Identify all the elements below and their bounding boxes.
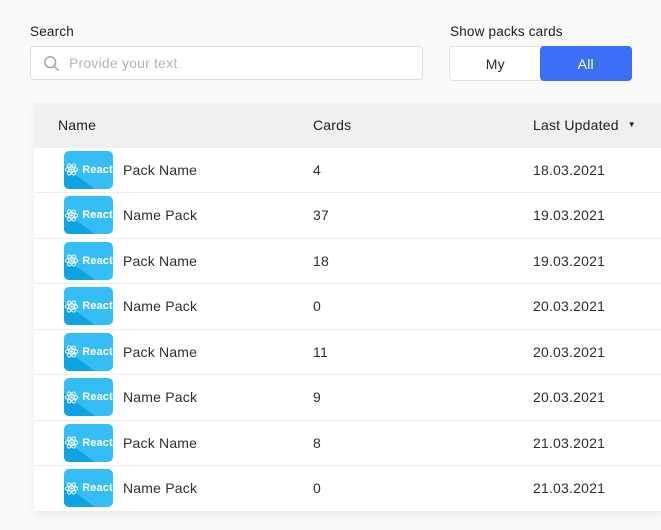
react-logo-icon xyxy=(65,254,79,267)
column-header-name: Name xyxy=(58,117,97,134)
last-updated-value: 21.03.2021 xyxy=(533,434,606,451)
react-logo-icon xyxy=(65,345,79,358)
table-body: React Pack Name 4 18.03.2021 React Name … xyxy=(34,147,661,512)
pack-name-cell: React Name Pack xyxy=(34,287,313,326)
cards-count: 0 xyxy=(313,298,321,315)
table-row[interactable]: React Pack Name 4 18.03.2021 xyxy=(34,147,661,193)
react-pack-badge: React xyxy=(64,332,113,371)
search-field-container xyxy=(30,46,423,80)
cards-count: 8 xyxy=(313,434,321,451)
pack-name-cell: React Pack Name xyxy=(34,241,313,280)
react-logo-icon xyxy=(65,391,79,404)
last-updated-value: 20.03.2021 xyxy=(533,343,606,360)
pack-name-label: Pack Name xyxy=(123,434,198,451)
table-row[interactable]: React Pack Name 18 19.03.2021 xyxy=(34,238,661,284)
last-updated-label: Last Updated xyxy=(533,117,619,134)
pack-name-cell: React Name Pack xyxy=(34,469,313,508)
packs-table: Name Cards Last Updated ▼ React Pack Nam… xyxy=(34,103,661,512)
pack-name-cell: React Pack Name xyxy=(34,423,313,462)
cards-count: 4 xyxy=(313,161,321,178)
last-updated-value: 18.03.2021 xyxy=(533,161,606,178)
table-row[interactable]: React Pack Name 8 21.03.2021 xyxy=(34,420,661,466)
badge-label: React xyxy=(82,436,113,449)
packs-filter-toggle: My All xyxy=(449,46,632,81)
toggle-option-my[interactable]: My xyxy=(485,55,505,72)
pack-name-label: Pack Name xyxy=(123,161,198,178)
react-pack-badge: React xyxy=(64,469,113,508)
last-updated-value: 20.03.2021 xyxy=(533,389,606,406)
badge-label: React xyxy=(82,482,113,495)
table-row[interactable]: React Name Pack 0 21.03.2021 xyxy=(34,466,661,512)
search-label: Search xyxy=(30,24,74,39)
pack-name-label: Pack Name xyxy=(123,252,198,269)
react-logo-icon xyxy=(65,209,79,222)
pack-name-label: Name Pack xyxy=(123,298,198,315)
table-row[interactable]: React Pack Name 11 20.03.2021 xyxy=(34,329,661,375)
pack-name-label: Name Pack xyxy=(123,389,198,406)
toggle-option-all[interactable]: All xyxy=(539,46,632,81)
react-pack-badge: React xyxy=(64,287,113,326)
react-pack-badge: React xyxy=(64,150,113,189)
show-packs-cards-label: Show packs cards xyxy=(450,24,563,39)
pack-name-label: Pack Name xyxy=(123,343,198,360)
badge-label: React xyxy=(82,163,113,176)
table-row[interactable]: React Name Pack 0 20.03.2021 xyxy=(34,284,661,330)
last-updated-value: 19.03.2021 xyxy=(533,207,606,224)
column-header-last-updated[interactable]: Last Updated ▼ xyxy=(533,117,661,133)
pack-name-label: Name Pack xyxy=(123,480,198,497)
react-pack-badge: React xyxy=(64,423,113,462)
table-row[interactable]: React Name Pack 37 19.03.2021 xyxy=(34,193,661,239)
react-pack-badge: React xyxy=(64,196,113,235)
sort-desc-icon: ▼ xyxy=(627,120,636,130)
column-header-cards: Cards xyxy=(313,117,352,134)
badge-label: React xyxy=(82,345,113,358)
cards-count: 9 xyxy=(313,389,321,406)
react-logo-icon xyxy=(65,300,79,313)
react-pack-badge: React xyxy=(64,241,113,280)
react-pack-badge: React xyxy=(64,378,113,417)
react-logo-icon xyxy=(65,436,79,449)
pack-name-cell: React Pack Name xyxy=(34,150,313,189)
last-updated-value: 20.03.2021 xyxy=(533,298,606,315)
cards-count: 11 xyxy=(313,343,328,360)
table-row[interactable]: React Name Pack 9 20.03.2021 xyxy=(34,375,661,421)
cards-count: 37 xyxy=(313,207,329,224)
cards-count: 0 xyxy=(313,480,321,497)
badge-label: React xyxy=(82,300,113,313)
react-logo-icon xyxy=(65,163,79,176)
search-input[interactable] xyxy=(69,55,410,71)
search-icon xyxy=(44,55,59,71)
cards-count: 18 xyxy=(313,252,329,269)
badge-label: React xyxy=(82,254,113,267)
badge-label: React xyxy=(82,209,113,222)
pack-name-cell: React Name Pack xyxy=(34,378,313,417)
pack-name-cell: React Name Pack xyxy=(34,196,313,235)
table-header: Name Cards Last Updated ▼ xyxy=(34,103,661,148)
last-updated-value: 21.03.2021 xyxy=(533,480,606,497)
react-logo-icon xyxy=(65,482,79,495)
pack-name-label: Name Pack xyxy=(123,207,198,224)
last-updated-value: 19.03.2021 xyxy=(533,252,606,269)
badge-label: React xyxy=(82,391,113,404)
pack-name-cell: React Pack Name xyxy=(34,332,313,371)
